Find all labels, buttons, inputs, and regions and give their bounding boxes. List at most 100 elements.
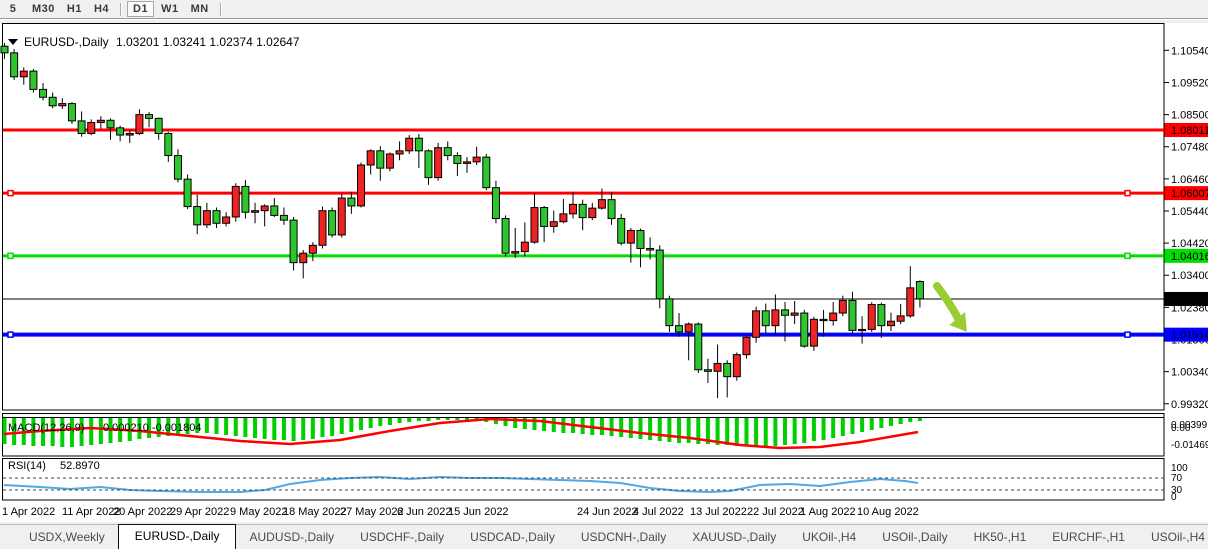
- tab-usdx-weekly[interactable]: USDX,Weekly: [29, 530, 105, 544]
- tab-ukoil-h4[interactable]: UKOil-,H4: [802, 530, 857, 544]
- candle: [270, 198, 279, 217]
- tab-xauusd-daily[interactable]: XAUUSD-,Daily: [692, 530, 777, 544]
- macd-histogram-bar: [493, 418, 498, 424]
- macd-histogram-bar: [195, 418, 200, 433]
- timeframe-button-5[interactable]: 5: [9, 3, 17, 15]
- tab-usoil-daily[interactable]: USOil-,Daily: [882, 530, 948, 544]
- date-label: 18 May 2022: [283, 506, 347, 518]
- hline-handle[interactable]: [7, 189, 14, 197]
- timeframe-button-mn[interactable]: MN: [190, 3, 209, 15]
- timeframe-button-w1[interactable]: W1: [161, 3, 179, 15]
- hline-1.01514[interactable]: [3, 331, 1164, 338]
- date-label: 6 Jun 2022: [397, 506, 451, 518]
- macd-histogram-bar: [12, 418, 17, 445]
- candle: [96, 116, 105, 129]
- candle: [626, 227, 635, 263]
- toolbar-separator: [219, 2, 221, 16]
- candle: [867, 302, 876, 332]
- macd-histogram-bar: [792, 418, 797, 444]
- candle: [241, 180, 250, 219]
- candle: [732, 352, 741, 381]
- date-label: 24 Jun 2022: [577, 506, 638, 518]
- candle: [385, 152, 394, 172]
- hline-handle[interactable]: [7, 331, 14, 338]
- candle: [405, 135, 414, 154]
- date-label: 27 May 2022: [340, 506, 404, 518]
- timeframe-button-m30[interactable]: M30: [32, 3, 55, 15]
- price-badge-1.02647: 1.02647: [1164, 291, 1208, 306]
- candle: [193, 194, 202, 235]
- candle: [145, 112, 154, 128]
- candle: [906, 266, 915, 318]
- down-arrow-annotation[interactable]: [933, 282, 967, 332]
- rsi-level-100: 100: [1171, 463, 1188, 474]
- candle: [800, 309, 809, 348]
- macd-histogram-bar: [166, 418, 171, 436]
- macd-histogram-bar: [609, 418, 614, 436]
- timeframe-button-d1[interactable]: D1: [127, 1, 155, 17]
- date-label: 20 Apr 2022: [113, 506, 172, 518]
- macd-histogram-bar: [281, 418, 286, 440]
- macd-histogram-bar: [175, 418, 180, 435]
- candle: [482, 153, 491, 191]
- chart-area[interactable]: 1.10540 1.09520 1.08500 1.07480 1.06460 1.054…: [0, 20, 1208, 522]
- price-axis-label: 0.99320: [1171, 399, 1208, 411]
- hline-handle[interactable]: [1124, 331, 1131, 338]
- hline-handle[interactable]: [7, 252, 14, 260]
- macd-axis-zero: 0.00: [1171, 423, 1191, 434]
- hline-handle[interactable]: [1124, 252, 1131, 260]
- hline-1.04016[interactable]: [3, 252, 1164, 260]
- macd-histogram-bar: [715, 418, 720, 445]
- candle: [424, 149, 433, 185]
- candle: [588, 202, 597, 221]
- macd-histogram-bar: [233, 418, 238, 436]
- macd-histogram-bar: [561, 418, 566, 433]
- candle: [742, 335, 751, 359]
- candle: [520, 222, 529, 257]
- timeframe-button-h4[interactable]: H4: [93, 3, 110, 15]
- macd-histogram-bar: [349, 418, 354, 432]
- candle: [289, 216, 298, 271]
- tab-usoil-h4[interactable]: USOil-,H4: [1150, 530, 1205, 544]
- tab-usdchf-daily[interactable]: USDCHF-,Daily: [360, 530, 445, 544]
- candle: [578, 199, 587, 231]
- macd-histogram-bar: [397, 418, 402, 423]
- candle: [829, 302, 838, 326]
- candle: [607, 191, 616, 225]
- hline-handle[interactable]: [1124, 189, 1131, 197]
- svg-text:1.01514: 1.01514: [1171, 330, 1208, 342]
- candle: [694, 322, 703, 373]
- tab-eurusd-daily[interactable]: EURUSD-,Daily: [117, 524, 237, 549]
- date-label: 1 Aug 2022: [800, 506, 856, 518]
- date-label: 29 Apr 2022: [170, 506, 229, 518]
- macd-histogram-bar: [224, 418, 229, 435]
- candle: [77, 111, 86, 137]
- candle: [10, 49, 19, 80]
- tab-usdcad-daily[interactable]: USDCAD-,Daily: [470, 530, 555, 544]
- macd-signal-line: [3, 417, 919, 450]
- tab-eurchf-h1[interactable]: EURCHF-,H1: [1052, 530, 1125, 544]
- svg-text:1.06007: 1.06007: [1171, 188, 1208, 200]
- macd-histogram-bar: [320, 418, 325, 437]
- tab-usdcnh-daily[interactable]: USDCNH-,Daily: [580, 530, 667, 544]
- macd-histogram-bar: [744, 418, 749, 446]
- macd-histogram-bar: [330, 418, 335, 436]
- candle: [781, 302, 790, 342]
- macd-histogram-bar: [686, 418, 691, 443]
- candle: [318, 206, 327, 249]
- candle: [684, 322, 693, 361]
- candle: [116, 125, 125, 142]
- candle: [434, 142, 443, 181]
- macd-histogram-bar: [648, 418, 653, 440]
- tab-hk50-h1[interactable]: HK50-,H1: [973, 530, 1027, 544]
- hline-1.06007[interactable]: [3, 189, 1164, 197]
- candle: [569, 191, 578, 219]
- candle: [164, 131, 173, 162]
- timeframe-button-h1[interactable]: H1: [66, 3, 82, 15]
- price-badge-1.08011: 1.08011: [1164, 123, 1208, 137]
- date-label: 11 Apr 2022: [62, 506, 121, 518]
- collapse-ohlc-icon[interactable]: [8, 39, 18, 45]
- svg-text:1.02647: 1.02647: [1171, 294, 1208, 306]
- candle: [299, 250, 308, 279]
- tab-audusd-daily[interactable]: AUDUSD-,Daily: [249, 530, 335, 544]
